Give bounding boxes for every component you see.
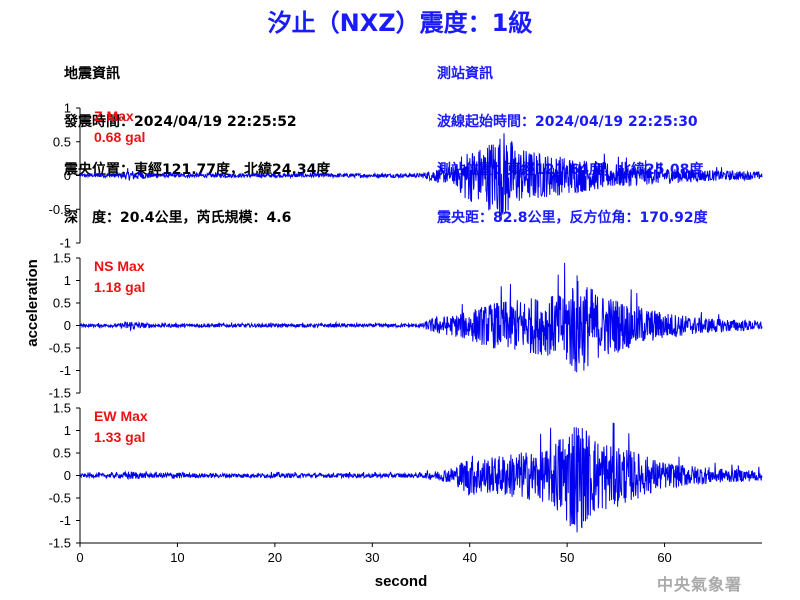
waveform-ns xyxy=(79,262,763,373)
x-tick-label: 50 xyxy=(560,550,574,565)
quake-info: 地震資訊 發震時間：2024/04/19 22:25:52 震央位置：東經121… xyxy=(64,34,330,242)
x-tick-label: 60 xyxy=(657,550,671,565)
x-tick-label: 40 xyxy=(462,550,476,565)
y-tick-label: -0.5 xyxy=(49,341,71,356)
x-tick-label: 0 xyxy=(76,550,83,565)
waveform-ew xyxy=(80,422,763,533)
y-tick-label: 0.5 xyxy=(53,296,71,311)
y-tick-label: -1.5 xyxy=(49,386,71,401)
max-value-ew: 1.33 gal xyxy=(94,429,145,445)
epicentral-distance: 震央距：82.8公里，反方位角：170.92度 xyxy=(437,210,708,226)
x-axis-title: second xyxy=(375,573,428,590)
y-tick-label: 1 xyxy=(64,423,71,438)
y-tick-label: 0.5 xyxy=(53,446,71,461)
y-axis-title: acceleration xyxy=(24,259,41,347)
x-tick-label: 10 xyxy=(170,550,184,565)
y-tick-label: 0 xyxy=(64,468,71,483)
x-tick-label: 30 xyxy=(365,550,379,565)
x-tick-label: 20 xyxy=(268,550,282,565)
max-label-ns: NS Max xyxy=(94,258,145,274)
y-tick-label: 1.5 xyxy=(53,401,71,416)
station-info-heading: 測站資訊 xyxy=(437,66,493,82)
quake-origin-time: 發震時間：2024/04/19 22:25:52 xyxy=(64,114,297,130)
y-tick-label: 1 xyxy=(64,273,71,288)
waveform-z xyxy=(79,133,763,220)
max-value-z: 0.68 gal xyxy=(94,129,145,145)
y-tick-label: -0.5 xyxy=(49,202,71,217)
quake-depth-magnitude: 深 度：20.4公里，芮氏規模：4.6 xyxy=(64,210,292,226)
wave-start-time: 波線起始時間：2024/04/19 22:25:30 xyxy=(437,114,698,130)
y-tick-label: -1.5 xyxy=(49,536,71,551)
max-label-ew: EW Max xyxy=(94,408,148,424)
y-tick-label: -1 xyxy=(59,236,71,251)
y-tick-label: -0.5 xyxy=(49,491,71,506)
y-tick-label: 1 xyxy=(64,101,71,116)
quake-info-heading: 地震資訊 xyxy=(64,66,120,82)
max-label-z: Z Max xyxy=(94,108,134,124)
chart-title: 汐止（NXZ）震度：1級 xyxy=(267,9,533,37)
max-value-ns: 1.18 gal xyxy=(94,279,145,295)
y-tick-label: 0.5 xyxy=(53,134,71,149)
y-tick-label: 1.5 xyxy=(53,251,71,266)
y-tick-label: -1 xyxy=(59,363,71,378)
y-tick-label: 0 xyxy=(64,168,71,183)
y-tick-label: -1 xyxy=(59,513,71,528)
agency-credit: 中央氣象署 xyxy=(657,575,743,594)
y-tick-label: 0 xyxy=(64,318,71,333)
